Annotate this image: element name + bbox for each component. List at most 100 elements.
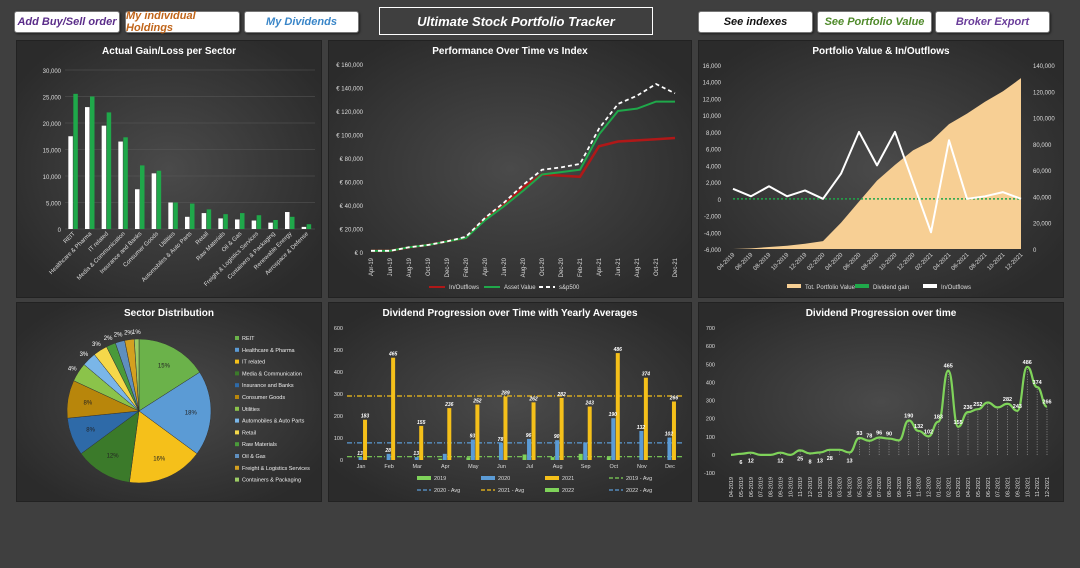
series-line: [371, 100, 675, 252]
point-label: 190: [904, 413, 913, 419]
slice-label: 2%: [104, 336, 113, 342]
bar: [559, 397, 564, 460]
x-tick-label: 10-2021: [987, 252, 1007, 272]
x-tick-label: 08-2019: [753, 252, 773, 272]
bar: [123, 137, 128, 229]
x-tick-label: 09-2019: [778, 477, 784, 497]
bar: [85, 107, 90, 229]
point-label: 243: [1013, 404, 1022, 410]
bar: [251, 220, 257, 229]
bar: [135, 189, 140, 229]
bar: [578, 453, 583, 460]
legend-label: Oil & Gas: [242, 454, 266, 460]
y2-tick-label: 80,000: [1033, 143, 1052, 149]
data-label: 78: [498, 437, 504, 443]
x-tick-label: Jun-21: [616, 257, 622, 276]
legend-swatch: [235, 359, 239, 364]
y2-tick-label: 40,000: [1033, 195, 1052, 201]
bar: [301, 226, 307, 229]
legend-swatch: [545, 488, 559, 492]
data-label: 28: [384, 448, 391, 454]
point-label: 6: [739, 460, 742, 466]
y-tick-label: 0: [340, 458, 343, 464]
y-tick-label: 10,000: [43, 175, 62, 181]
data-label: 190: [609, 412, 618, 418]
y2-tick-label: 0: [1033, 248, 1037, 254]
data-label: 96: [526, 433, 532, 439]
legend-label: s&p500: [559, 285, 580, 291]
bar: [363, 419, 368, 460]
dividends-button[interactable]: My Dividends: [244, 11, 359, 33]
legend-label: Tot. Portfolio Value: [805, 285, 856, 291]
legend-label: Media & Communication: [242, 371, 302, 377]
chart-title: Sector Distribution: [123, 308, 214, 319]
legend-swatch: [235, 336, 239, 340]
chart-title: Dividend Progression over time: [805, 308, 957, 319]
bar: [414, 457, 419, 460]
legend-label: 2019: [434, 476, 446, 482]
y-tick-label: -4,000: [704, 231, 722, 237]
legend-label: Raw Materials: [242, 442, 277, 448]
point-label: 266: [1042, 400, 1051, 406]
legend-label: 2022 - Avg: [626, 488, 652, 494]
legend-swatch: [545, 476, 559, 480]
x-tick-label: 12-2020: [927, 477, 933, 497]
bar: [447, 408, 452, 460]
x-tick-label: 04-2021: [933, 252, 953, 272]
y-tick-label: € 60,000: [340, 181, 364, 187]
x-tick-label: 03-2021: [956, 477, 962, 497]
bar: [358, 457, 363, 460]
y-tick-label: 6,000: [706, 148, 722, 154]
x-tick-label: 12-2020: [897, 252, 917, 272]
dividend-averages-svg: 0 100 200 300 400 500 600 13 183 Jan 28 465 Feb 13 155…: [334, 326, 684, 494]
add-order-button[interactable]: Add Buy/Sell order: [14, 11, 120, 33]
legend-swatch: [235, 347, 239, 352]
x-tick-label: 04-2020: [825, 252, 845, 272]
point-label: 155: [954, 420, 963, 426]
point-label: 13: [846, 459, 852, 465]
slice-label: 18%: [185, 411, 198, 417]
y-tick-label: 16,000: [703, 64, 722, 70]
x-tick-label: 07-2020: [877, 477, 883, 497]
legend-label: Asset Value: [504, 285, 536, 291]
y-tick-label: 500: [706, 362, 715, 368]
point-label: 282: [1003, 397, 1012, 403]
y-tick-label: € 40,000: [340, 204, 364, 210]
x-tick-label: Jan: [357, 464, 366, 470]
portfolio-value-button[interactable]: See Portfolio Value: [817, 11, 932, 33]
slice-label: 4%: [68, 366, 77, 372]
broker-export-button[interactable]: Broker Export: [935, 11, 1050, 33]
slice-label: 1%: [132, 330, 141, 336]
y-tick-label: 4,000: [706, 164, 722, 170]
area-series: [733, 78, 1021, 249]
legend-swatch: [235, 442, 239, 447]
x-tick-label: 11-2019: [798, 477, 804, 497]
data-label: 155: [417, 420, 426, 426]
y-tick-label: € 80,000: [340, 157, 364, 163]
slice-label: 2%: [124, 331, 133, 337]
x-tick-label: Sep: [581, 464, 591, 470]
bar: [218, 218, 223, 229]
y2-tick-label: 20,000: [1033, 222, 1052, 228]
holdings-button[interactable]: My individual Holdings: [125, 10, 240, 34]
x-tick-label: 06-2019: [749, 477, 755, 497]
point-label: 93: [856, 431, 862, 437]
x-tick-label: Oct: [610, 464, 619, 470]
pie-slice: [138, 338, 201, 412]
legend-label: IT related: [242, 360, 265, 366]
x-tick-label: 07-2019: [759, 477, 765, 497]
bar: [256, 215, 262, 229]
data-label: 266: [669, 395, 679, 401]
x-tick-label: Apr-20: [483, 257, 489, 276]
data-label: 183: [361, 414, 370, 420]
legend-label: In/Outflows: [941, 285, 971, 291]
y-tick-label: 25,000: [43, 96, 62, 102]
legend-label: Retail: [242, 430, 256, 436]
x-tick-label: 06-2020: [843, 252, 863, 272]
indexes-button[interactable]: See indexes: [698, 11, 813, 33]
x-tick-label: 04-2021: [966, 477, 972, 497]
x-tick-label: Oct-20: [540, 257, 546, 276]
bar: [273, 219, 278, 229]
legend-swatch: [481, 476, 495, 480]
bar: [68, 136, 73, 229]
